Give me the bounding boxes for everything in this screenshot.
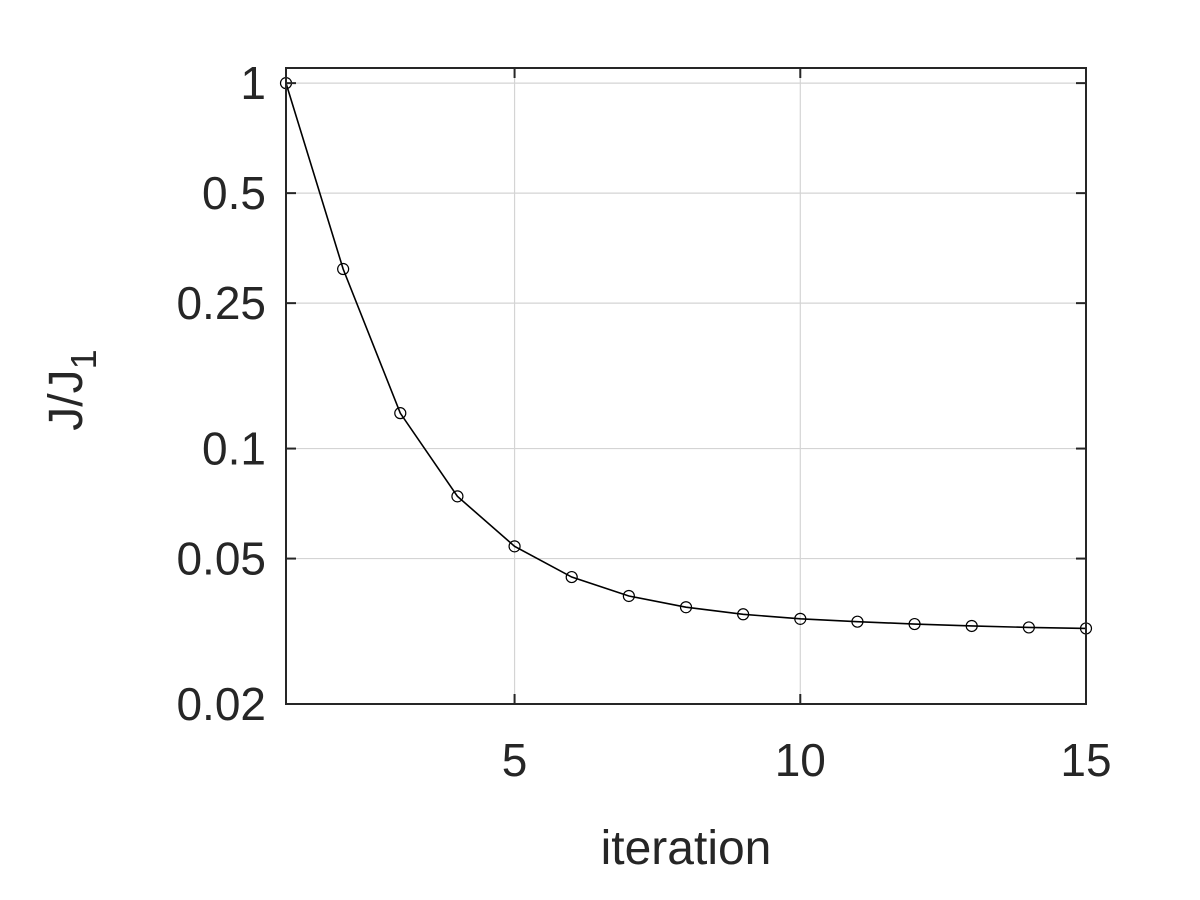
y-tick-label-0: 0.02 (176, 678, 266, 730)
tick-labels-layer: 5 10 15 0.02 0.05 0.1 0.25 0.5 1 (176, 57, 1111, 786)
x-tick-label-0: 5 (502, 734, 528, 786)
x-axis-label: iteration (601, 822, 772, 875)
series-line-0 (285, 82, 1087, 630)
grid-layer (286, 68, 1086, 704)
y-tick-label-1: 0.05 (176, 533, 266, 585)
data-point-0-1 (337, 262, 350, 276)
plot-frame (285, 67, 1087, 705)
data-point-0-4 (508, 540, 521, 553)
y-tick-label-2: 0.1 (202, 423, 266, 475)
data-point-0-12 (965, 619, 978, 633)
x-tick-label-2: 15 (1060, 734, 1111, 786)
y-axis-label-subscript: 1 (63, 349, 104, 369)
y-axis-label: J/J1 (40, 349, 104, 430)
data-point-0-2 (394, 407, 407, 420)
data-point-0-6 (622, 589, 635, 603)
y-tick-label-5: 1 (240, 57, 266, 109)
data-point-0-9 (794, 612, 807, 625)
y-tick-label-4: 0.5 (202, 167, 266, 219)
data-point-0-13 (1022, 621, 1035, 634)
data-point-0-5 (565, 570, 578, 584)
y-axis-label-main: J/J (40, 369, 93, 430)
y-tick-label-3: 0.25 (176, 277, 266, 329)
x-tick-label-1: 10 (775, 734, 826, 786)
data-point-0-11 (908, 617, 921, 631)
data-point-0-8 (737, 608, 750, 621)
data-point-0-10 (851, 615, 864, 628)
data-point-0-3 (451, 490, 464, 503)
data-point-0-7 (679, 601, 693, 614)
ticks-layer (286, 68, 1087, 705)
series-layer (279, 77, 1093, 635)
